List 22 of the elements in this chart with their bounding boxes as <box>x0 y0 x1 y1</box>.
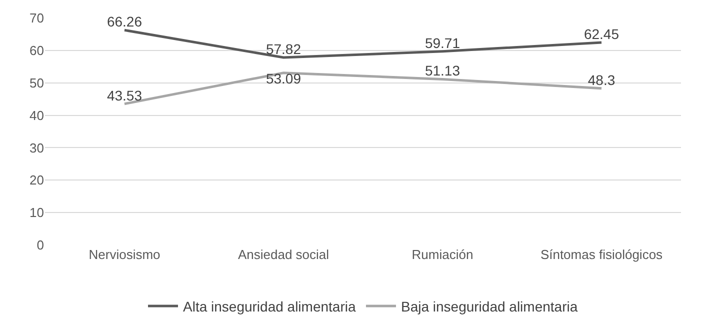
x-tick-label: Ansiedad social <box>238 247 330 262</box>
data-label: 51.13 <box>424 62 460 79</box>
data-label: 53.09 <box>266 70 302 86</box>
x-tick-label: Rumiación <box>412 247 474 262</box>
x-tick-label: Síntomas fisiológicos <box>540 247 664 262</box>
y-tick-label: 0 <box>36 238 44 253</box>
y-tick-label: 20 <box>30 172 44 188</box>
data-label: 48.3 <box>588 72 616 88</box>
y-tick-label: 50 <box>30 75 44 90</box>
legend-label: Baja inseguridad alimentaria <box>400 298 578 314</box>
y-tick-label: 10 <box>30 205 44 220</box>
legend-label: Alta inseguridad alimentaria <box>183 298 356 314</box>
y-tick-label: 70 <box>30 10 44 26</box>
data-label: 57.82 <box>266 41 302 57</box>
y-tick-label: 40 <box>30 108 44 123</box>
y-tick-label: 60 <box>30 42 44 58</box>
y-tick-label: 30 <box>30 140 44 156</box>
data-label: 59.71 <box>424 34 460 51</box>
data-label: 66.26 <box>106 14 142 30</box>
data-label: 62.45 <box>584 26 620 42</box>
x-tick-label: Nerviosismo <box>88 247 160 262</box>
data-label: 43.53 <box>106 87 142 104</box>
